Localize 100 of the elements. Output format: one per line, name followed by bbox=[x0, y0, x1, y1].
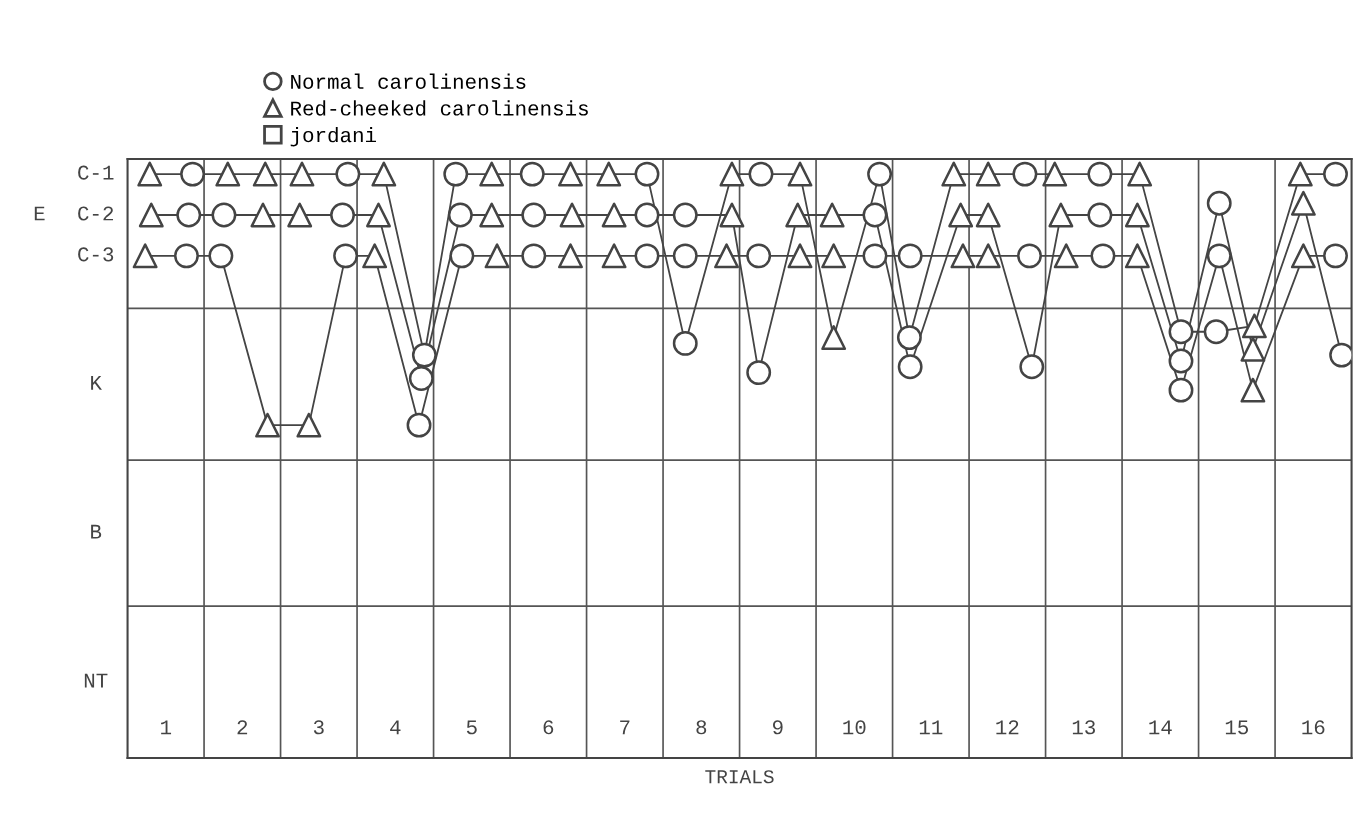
point bbox=[252, 161, 278, 187]
point bbox=[748, 161, 774, 187]
point bbox=[521, 243, 547, 269]
point bbox=[897, 354, 923, 380]
x-tick-label: 5 bbox=[466, 720, 477, 735]
point bbox=[1087, 161, 1113, 187]
point bbox=[746, 360, 772, 386]
point bbox=[1168, 348, 1194, 374]
x-tick-label: 3 bbox=[313, 720, 324, 735]
point bbox=[1053, 243, 1079, 269]
point bbox=[335, 161, 361, 187]
point bbox=[519, 161, 545, 187]
point bbox=[558, 243, 583, 269]
point bbox=[132, 243, 158, 269]
point bbox=[176, 202, 202, 228]
point bbox=[250, 202, 276, 228]
point bbox=[975, 243, 1001, 269]
point bbox=[821, 243, 847, 269]
point bbox=[1019, 354, 1045, 380]
x-tick-label: 6 bbox=[543, 720, 554, 735]
legend-label: Normal carolinensis bbox=[291, 73, 526, 89]
legend-label: jordani bbox=[290, 127, 376, 147]
x-tick-label: 1 bbox=[161, 720, 172, 735]
x-tick-label: 11 bbox=[919, 720, 943, 735]
point bbox=[1168, 377, 1194, 403]
point bbox=[941, 161, 967, 187]
point bbox=[296, 412, 322, 438]
point bbox=[479, 161, 505, 187]
point bbox=[479, 202, 505, 228]
point bbox=[1127, 161, 1153, 187]
point bbox=[443, 161, 469, 187]
x-tick-label: 14 bbox=[1149, 720, 1172, 735]
point bbox=[289, 161, 315, 187]
text: C-2 bbox=[78, 206, 114, 221]
point bbox=[787, 243, 813, 269]
point bbox=[672, 243, 698, 269]
point bbox=[1048, 202, 1074, 228]
point bbox=[819, 202, 845, 228]
point bbox=[180, 161, 206, 187]
point bbox=[1017, 243, 1042, 269]
point bbox=[601, 202, 627, 228]
point bbox=[521, 202, 547, 228]
point bbox=[1241, 313, 1267, 339]
text: C-1 bbox=[78, 165, 114, 180]
legend-label: Red-cheeked carolinensis bbox=[291, 100, 588, 116]
point bbox=[1290, 243, 1316, 269]
point bbox=[1206, 243, 1232, 269]
point bbox=[1323, 243, 1348, 269]
point bbox=[719, 161, 745, 187]
point bbox=[1206, 190, 1232, 216]
point bbox=[862, 243, 888, 269]
point bbox=[950, 243, 976, 269]
point bbox=[1240, 336, 1266, 362]
point bbox=[559, 202, 585, 228]
text: E bbox=[34, 206, 45, 221]
point bbox=[1042, 161, 1068, 187]
point bbox=[211, 202, 237, 228]
x-tick-label: 2 bbox=[237, 720, 248, 735]
point bbox=[867, 161, 893, 187]
point bbox=[371, 161, 397, 187]
point bbox=[672, 202, 698, 228]
point bbox=[746, 243, 772, 269]
point bbox=[596, 161, 622, 187]
point bbox=[1124, 243, 1150, 269]
x-tick-label: 7 bbox=[620, 720, 630, 735]
point bbox=[601, 243, 627, 269]
point bbox=[1012, 161, 1038, 187]
text: B bbox=[91, 524, 102, 539]
point bbox=[333, 243, 359, 269]
x-tick-label: 13 bbox=[1072, 720, 1095, 735]
point bbox=[449, 243, 475, 269]
x-tick-label: 8 bbox=[696, 720, 707, 735]
point bbox=[1290, 190, 1316, 216]
point bbox=[215, 161, 241, 187]
point bbox=[785, 202, 811, 228]
point bbox=[362, 243, 388, 269]
point bbox=[447, 202, 473, 228]
point bbox=[484, 243, 510, 269]
text: C-3 bbox=[78, 247, 114, 262]
point bbox=[1323, 161, 1348, 187]
point bbox=[208, 243, 234, 269]
point bbox=[255, 412, 280, 438]
point bbox=[862, 202, 888, 228]
point bbox=[1124, 202, 1150, 228]
point bbox=[672, 330, 698, 356]
point bbox=[1090, 243, 1116, 269]
point bbox=[975, 161, 1001, 187]
point bbox=[634, 243, 660, 269]
x-tick-label: 12 bbox=[996, 720, 1019, 735]
point bbox=[1087, 202, 1113, 228]
point bbox=[714, 243, 740, 269]
point bbox=[287, 202, 313, 228]
point bbox=[1203, 319, 1229, 345]
x-tick-label: 15 bbox=[1225, 720, 1248, 735]
point bbox=[634, 161, 660, 187]
point bbox=[558, 161, 583, 187]
x-tick-label: 9 bbox=[773, 720, 783, 735]
point bbox=[406, 412, 432, 438]
x-tick-label: 4 bbox=[390, 720, 401, 735]
point bbox=[896, 325, 922, 351]
